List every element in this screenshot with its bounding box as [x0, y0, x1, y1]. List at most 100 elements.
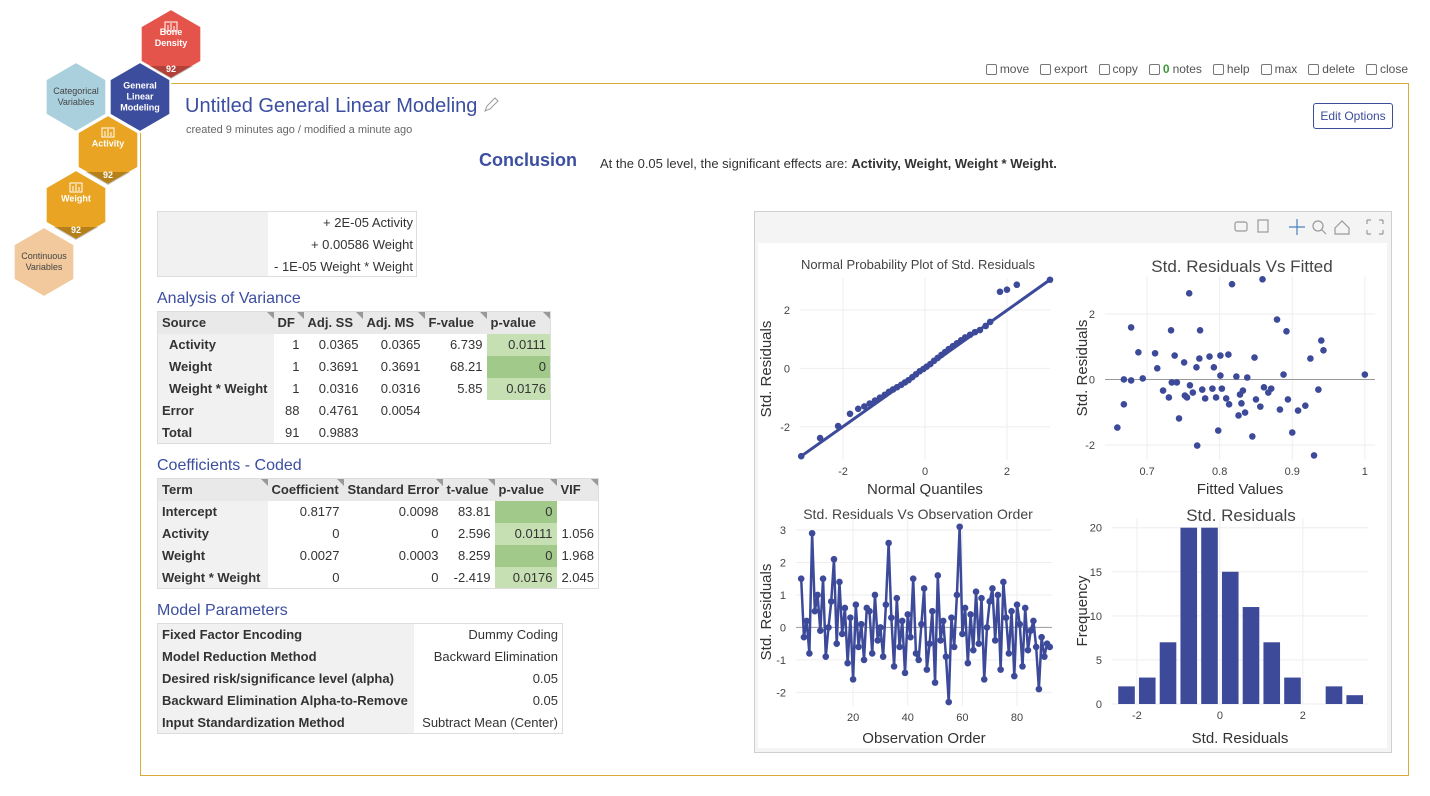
point: [967, 611, 974, 618]
point: [1165, 394, 1173, 401]
column-header: p-value: [494, 478, 557, 501]
cell: 0.0176: [494, 566, 557, 589]
row: Desired risk/significance level (alpha) 0…: [157, 667, 563, 690]
point: [1214, 427, 1222, 434]
point: [912, 650, 920, 657]
point: [1114, 424, 1121, 431]
nav-label: Activity: [91, 138, 125, 149]
point: [847, 614, 854, 621]
x-axis-title: Normal Quantiles: [867, 481, 983, 498]
point: [901, 669, 909, 677]
point: [1127, 324, 1135, 331]
point: [909, 575, 917, 583]
point: [948, 614, 955, 621]
row: Error 88 0.4761 0.0054: [157, 399, 551, 422]
equation-line: - 1E-05 Weight * Weight: [274, 259, 413, 274]
point: [1251, 354, 1258, 361]
icon-part: [101, 127, 115, 138]
point: [961, 334, 969, 341]
toolbar-item[interactable]: help: [1212, 62, 1250, 76]
x-tick-label: -2: [838, 466, 848, 478]
edit-icon[interactable]: [483, 97, 499, 113]
notes-count: 0: [1162, 62, 1170, 76]
row: Backward Elimination Alpha-to-Remove 0.05: [157, 689, 563, 712]
cell: 0.0027: [299, 548, 340, 563]
cell: Intercept: [157, 500, 268, 523]
x-tick-label: 0: [1217, 710, 1223, 722]
toolbar-item[interactable]: delete: [1308, 62, 1355, 76]
cell: 0.8177: [299, 504, 340, 519]
point: [888, 614, 895, 621]
bar: [1201, 527, 1218, 704]
point: [926, 640, 933, 647]
point: [1024, 646, 1032, 654]
point: [1225, 351, 1232, 358]
icon-part: [72, 184, 80, 191]
cell: 0.0316: [380, 381, 421, 396]
point: [1168, 379, 1176, 386]
toolbar-item[interactable]: 0 notes: [1148, 62, 1202, 76]
cell: 0: [431, 569, 439, 585]
point: [1302, 402, 1309, 409]
y-tick-label: -1: [776, 655, 786, 667]
point: [1185, 290, 1193, 297]
y-axis-title: Std. Residuals: [758, 321, 775, 418]
point: [996, 288, 1004, 296]
toolbar-item[interactable]: copy: [1098, 62, 1138, 76]
x-axis-title: Fitted Values: [1197, 481, 1283, 498]
point: [1280, 371, 1287, 378]
point: [939, 617, 947, 625]
point: [806, 650, 813, 657]
point: [1005, 650, 1013, 657]
point: [841, 604, 849, 612]
point: [1032, 643, 1040, 651]
toolbar-item[interactable]: export: [1040, 62, 1088, 76]
row: Fixed Factor Encoding Dummy Coding: [157, 623, 563, 646]
toolbar-item[interactable]: close: [1365, 62, 1408, 76]
column-header: Adj. SS: [303, 311, 363, 334]
point: [1135, 348, 1142, 356]
x-tick-label: 60: [956, 712, 968, 724]
cell: 0: [332, 569, 340, 585]
point: [1241, 409, 1249, 416]
point: [1201, 395, 1209, 402]
cell: [557, 501, 599, 523]
point: [1210, 364, 1218, 371]
cell: [487, 422, 551, 444]
x-tick-label: 40: [902, 712, 914, 724]
cell: 0.9883: [318, 424, 359, 440]
point: [838, 630, 846, 638]
point: [1249, 433, 1256, 440]
point: [1276, 406, 1284, 413]
point: [893, 594, 901, 602]
toolbar-icon: [1260, 63, 1272, 75]
column-header: Adj. MS: [362, 311, 425, 334]
point: [986, 598, 994, 605]
cell: Weight: [157, 544, 268, 567]
bar: [1346, 695, 1364, 704]
point: [1273, 316, 1281, 323]
cell: 0.0111: [494, 522, 557, 545]
point: [1159, 387, 1167, 394]
point: [1294, 407, 1302, 414]
text: 0.05: [637, 156, 663, 171]
point: [1003, 286, 1011, 294]
nav-label: Continuous Variables: [21, 251, 67, 272]
point: [1016, 620, 1024, 628]
point: [953, 591, 961, 599]
row: Input Standardization Method Subtract Mea…: [157, 711, 563, 734]
x-tick-label: 2: [1300, 710, 1306, 722]
toolbar-item[interactable]: max: [1260, 62, 1297, 76]
point: [1284, 396, 1292, 403]
plot-toolbar[interactable]: [1234, 219, 1384, 235]
title: Untitled General Linear Modeling: [185, 95, 478, 117]
edit-options-button[interactable]: Edit Options: [1313, 103, 1393, 129]
nav-label: Weight: [61, 193, 91, 204]
cell: Dummy Coding: [413, 623, 563, 646]
row: Model Reduction Method Backward Eliminati…: [157, 645, 563, 668]
cell: 68.21: [449, 359, 483, 374]
equation-line: + 2E-05 Activity: [323, 215, 413, 230]
toolbar-item[interactable]: move: [985, 62, 1029, 76]
point: [827, 598, 835, 605]
point: [1238, 400, 1245, 407]
